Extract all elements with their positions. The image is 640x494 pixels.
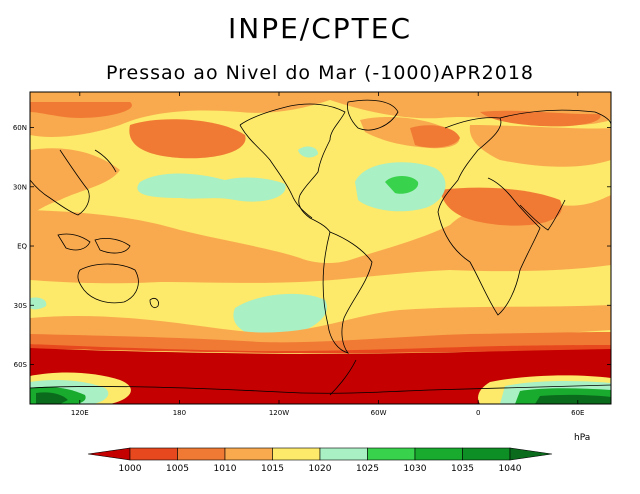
colorbar-level-label: 1010 xyxy=(214,464,237,474)
colorbar-level-label: 1000 xyxy=(119,464,142,474)
colorbar-swatch xyxy=(224,447,273,461)
colorbar-labels: 1000 1005 1010 1015 1020 1025 1030 1035 1040 xyxy=(119,464,522,474)
latitude-axis: 60N 30N EQ 30S 60S xyxy=(13,124,611,369)
lon-tick-label: 180 xyxy=(173,409,186,417)
lat-tick-label: 60N xyxy=(13,124,27,132)
colorbar-swatch xyxy=(509,447,553,461)
lat-tick-label: 30N xyxy=(13,183,27,191)
colorbar-swatch xyxy=(272,447,321,461)
lat-tick-label: 60S xyxy=(14,361,28,369)
colorbar-swatch xyxy=(129,447,178,461)
lat-tick-label: 30S xyxy=(14,302,28,310)
pressure-field xyxy=(30,92,611,404)
colorbar-swatch xyxy=(87,447,131,461)
longitude-axis: 120E 180 120W 60W 0 60E xyxy=(71,92,584,417)
colorbar-level-label: 1020 xyxy=(309,464,332,474)
page-title: INPE/CPTEC xyxy=(228,12,412,45)
colorbar-level-label: 1015 xyxy=(261,464,284,474)
lon-tick-label: 0 xyxy=(476,409,480,417)
lon-tick-label: 120W xyxy=(269,409,289,417)
colorbar-swatch xyxy=(414,447,463,461)
colorbar-level-label: 1005 xyxy=(166,464,189,474)
lon-tick-label: 60W xyxy=(371,409,387,417)
colorbar-level-label: 1025 xyxy=(356,464,379,474)
colorbar-level-label: 1040 xyxy=(499,464,522,474)
map-subtitle: Pressao ao Nivel do Mar (-1000)APR2018 xyxy=(105,62,535,84)
colorbar xyxy=(87,447,553,461)
colorbar-swatch xyxy=(319,447,368,461)
coastlines xyxy=(30,99,611,396)
map-frame xyxy=(29,91,612,405)
colorbar-level-label: 1035 xyxy=(451,464,474,474)
units-label: hPa xyxy=(574,433,591,443)
colorbar-swatch xyxy=(462,447,511,461)
lon-tick-label: 120E xyxy=(71,409,89,417)
colorbar-swatch xyxy=(177,447,226,461)
lon-tick-label: 60E xyxy=(571,409,584,417)
colorbar-swatch xyxy=(367,447,416,461)
lat-tick-label: EQ xyxy=(17,243,27,251)
colorbar-level-label: 1030 xyxy=(404,464,427,474)
